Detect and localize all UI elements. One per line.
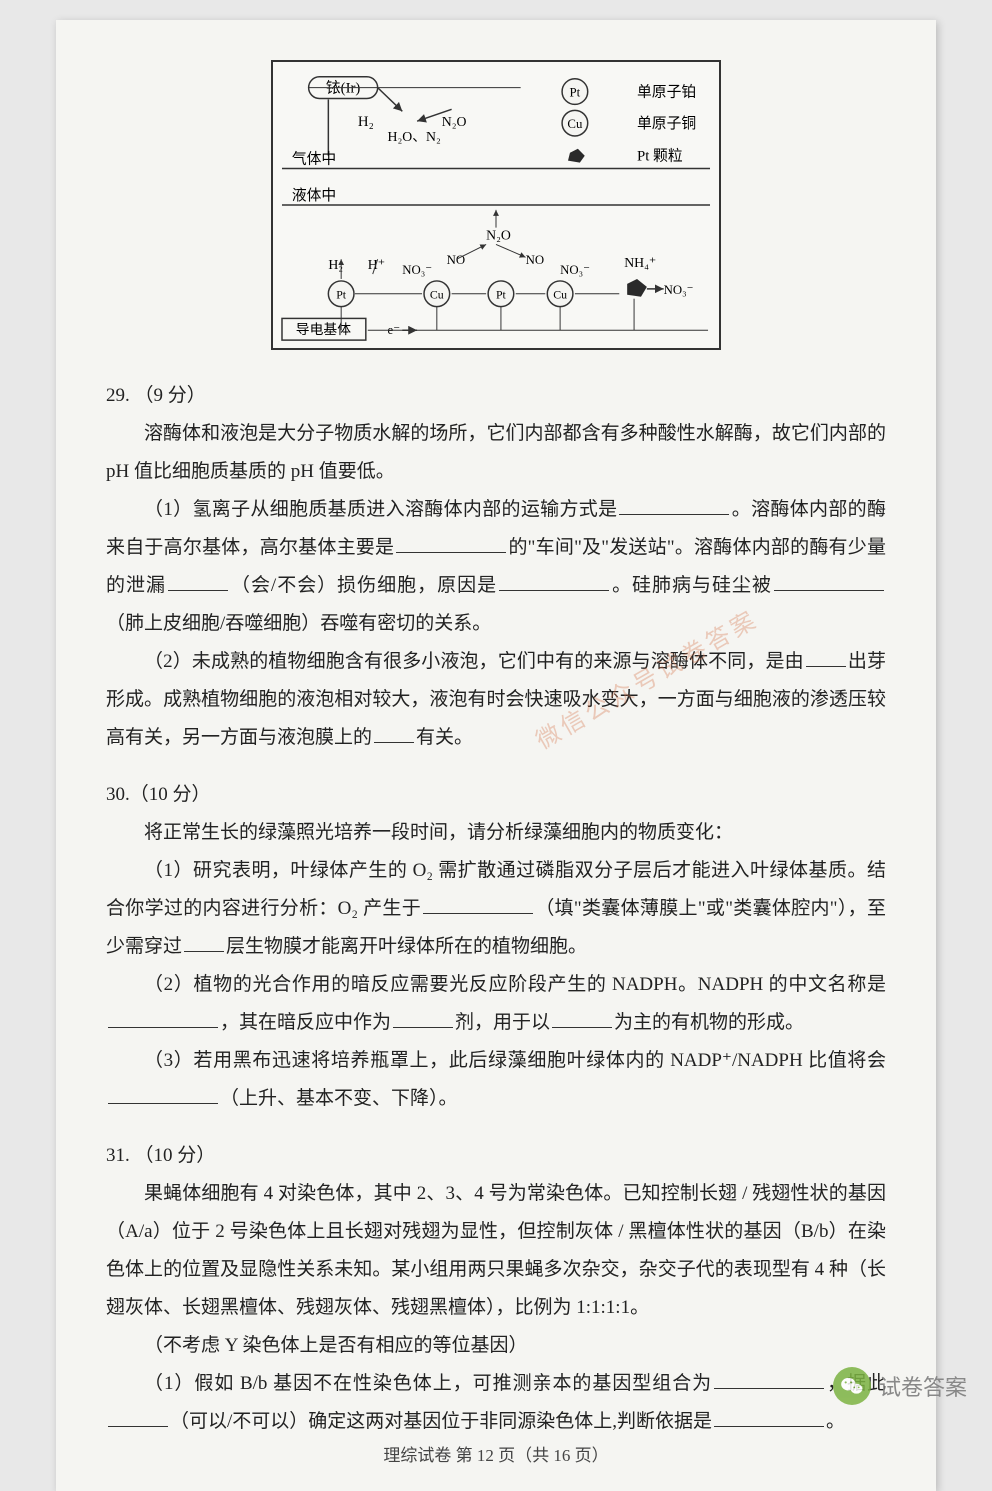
q30-p2a: （2）植物的光合作用的暗反应需要光反应阶段产生的 NADPH。NADPH 的中文… [144, 974, 886, 995]
q30-part3: （3）若用黑布迅速将培养瓶罩上，此后绿藻细胞叶绿体内的 NADP⁺/NADPH … [106, 1042, 886, 1118]
diagram-n2o-mid-label: N₂O [486, 228, 511, 243]
diagram-n2o-label: N₂O [442, 114, 467, 129]
q29-p1d: （会/不会）损伤细胞，原因是 [230, 575, 497, 596]
blank [184, 933, 224, 952]
diagram-cu-label: Cu [567, 117, 583, 131]
q31-p1d: 。 [826, 1411, 845, 1432]
blank [619, 496, 729, 515]
watermark-bottom-text: 试卷答案 [879, 1370, 967, 1402]
q30-part1: （1）研究表明，叶绿体产生的 O₂ 需扩散通过磷脂双分子层后才能进入叶绿体基质。… [106, 852, 886, 966]
diagram-pt-c1: Pt [336, 288, 347, 302]
q31-header: 31. （10 分） [106, 1140, 886, 1167]
q30-header: 30.（10 分） [106, 779, 886, 806]
chemistry-diagram: 铱(Ir) Pt 单原子铂 Cu 单原子铜 Pt 颗粒 H₂ H₂O、N₂ N₂… [273, 62, 719, 348]
wechat-svg [841, 1377, 863, 1395]
blank [552, 1009, 612, 1028]
q30-p2d: 为主的有机物的形成。 [614, 1012, 804, 1033]
blank [714, 1408, 824, 1427]
q30-part2: （2）植物的光合作用的暗反应需要光反应阶段产生的 NADPH。NADPH 的中文… [106, 966, 886, 1042]
q29-p2c: 有关。 [416, 727, 473, 748]
diagram-no-2: NO [526, 253, 545, 267]
watermark-bottom: 试卷答案 [833, 1367, 967, 1405]
q31-part1: （1）假如 B/b 基因不在性染色体上，可推测亲本的基因型组合为，据此（可以/不… [106, 1365, 886, 1441]
blank [714, 1370, 824, 1389]
diagram-no3-1: NO₃⁻ [402, 263, 432, 277]
diagram-box: 铱(Ir) Pt 单原子铂 Cu 单原子铜 Pt 颗粒 H₂ H₂O、N₂ N₂… [271, 60, 721, 350]
blank [168, 572, 228, 591]
wechat-icon [833, 1367, 871, 1405]
page-container: 铱(Ir) Pt 单原子铂 Cu 单原子铜 Pt 颗粒 H₂ H₂O、N₂ N₂… [56, 20, 936, 1491]
blank [806, 648, 846, 667]
q29-part1: （1）氢离子从细胞质基质进入溶酶体内部的运输方式是。溶酶体内部的酶来自于高尔基体… [106, 491, 886, 643]
q31-p1a: （1）假如 B/b 基因不在性染色体上，可推测亲本的基因型组合为 [144, 1373, 712, 1394]
page-footer: 理综试卷 第 12 页（共 16 页） [56, 1441, 936, 1466]
diagram-no3-2: NO₃⁻ [560, 263, 590, 277]
blank [774, 572, 884, 591]
diagram-cu-c2: Cu [553, 288, 567, 302]
diagram-nh4: NH₄⁺ [624, 255, 656, 270]
diagram-no3-3: NO₃⁻ [664, 283, 694, 297]
diagram-h2on2-label: H₂O、N₂ [388, 129, 441, 144]
q29-p2a: （2）未成熟的植物细胞含有很多小液泡，它们中有的来源与溶酶体不同，是由 [144, 651, 804, 672]
diagram-cu-c1: Cu [430, 288, 444, 302]
blank [374, 724, 414, 743]
q31-intro: 果蝇体细胞有 4 对染色体，其中 2、3、4 号为常染色体。已知控制长翅 / 残… [106, 1175, 886, 1327]
diagram-cu-atom-label: 单原子铜 [637, 115, 696, 132]
diagram-pt-c2: Pt [496, 288, 507, 302]
blank [108, 1408, 168, 1427]
blank [393, 1009, 453, 1028]
q30-p1c: 层生物膜才能离开叶绿体所在的植物细胞。 [226, 936, 587, 957]
q30-p2c: 剂，用于以 [455, 1012, 550, 1033]
q29-part2: （2）未成熟的植物细胞含有很多小液泡，它们中有的来源与溶酶体不同，是由出芽形成。… [106, 643, 886, 757]
q29-p1e: 。硅肺病与硅尘被 [611, 575, 772, 596]
blank [108, 1009, 218, 1028]
diagram-pt-atom-label: 单原子铂 [637, 84, 696, 101]
q29-p1f: （肺上皮细胞/吞噬细胞）吞噬有密切的关系。 [106, 613, 491, 634]
blank [396, 534, 506, 553]
blank [108, 1085, 218, 1104]
diagram-liquid-label: 液体中 [292, 187, 336, 204]
diagram-gas-label: 气体中 [292, 151, 336, 168]
diagram-pt-label: Pt [570, 86, 581, 100]
diagram-substrate: 导电基体 [296, 321, 351, 337]
q29-intro: 溶酶体和液泡是大分子物质水解的场所，它们内部都含有多种酸性水解酶，故它们内部的 … [106, 415, 886, 491]
blank [499, 572, 609, 591]
q30-intro: 将正常生长的绿藻照光培养一段时间，请分析绿藻细胞内的物质变化： [106, 814, 886, 852]
q29-p1a: （1）氢离子从细胞质基质进入溶酶体内部的运输方式是 [144, 499, 617, 520]
q29-header: 29. （9 分） [106, 380, 886, 407]
q30-p3a: （3）若用黑布迅速将培养瓶罩上，此后绿藻细胞叶绿体内的 NADP⁺/NADPH … [144, 1050, 886, 1071]
diagram-no-1: NO [447, 253, 466, 267]
q31-p1c: （可以/不可以）确定这两对基因位于非同源染色体上,判断依据是 [170, 1411, 712, 1432]
q31-note: （不考虑 Y 染色体上是否有相应的等位基因） [106, 1327, 886, 1365]
q30-p2b: ，其在暗反应中作为 [220, 1012, 391, 1033]
blank [423, 895, 533, 914]
diagram-hplus: H⁺ [368, 257, 385, 272]
diagram-h2-label: H₂ [358, 114, 374, 130]
diagram-pt-particle-label: Pt 颗粒 [637, 148, 683, 165]
q30-p3b: （上升、基本不变、下降）。 [220, 1088, 458, 1109]
